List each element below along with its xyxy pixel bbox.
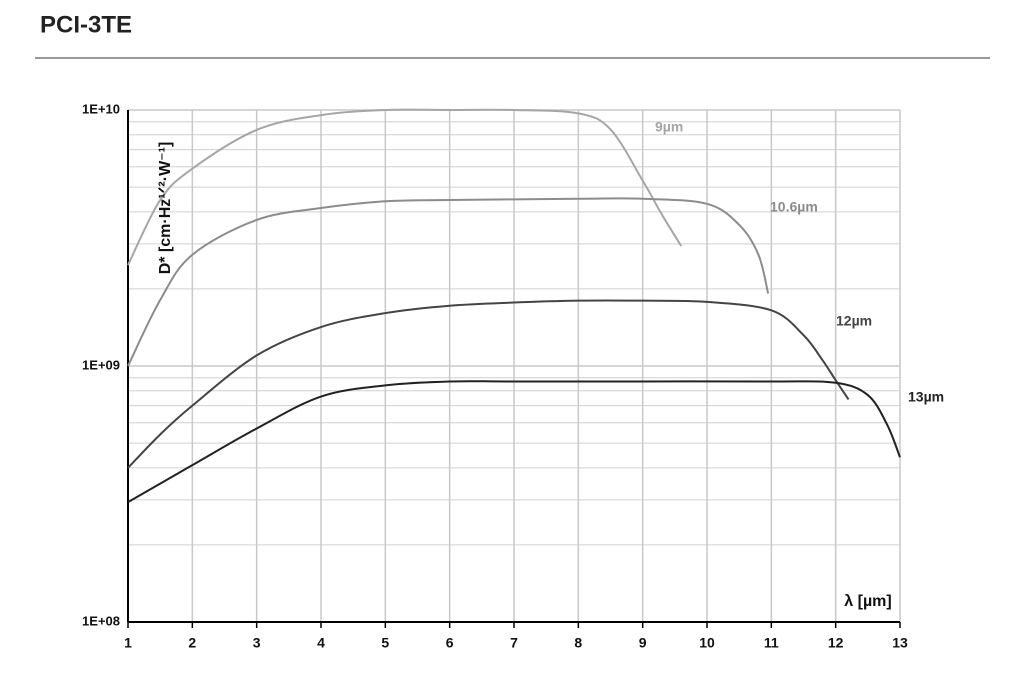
x-tick-label: 2 <box>188 635 196 651</box>
x-tick-label: 6 <box>446 635 454 651</box>
x-tick-label: 5 <box>381 635 389 651</box>
series-line <box>127 197 770 367</box>
series-label: 12µm <box>836 313 872 329</box>
y-axis-label: D* [cm·Hz¹ᐟ²·W⁻¹] <box>157 142 174 275</box>
x-tick-label: 12 <box>828 635 844 651</box>
x-tick-label: 9 <box>639 635 647 651</box>
x-tick-label: 11 <box>764 635 779 651</box>
series-label: 9µm <box>655 119 683 135</box>
y-tick-label: 1E+09 <box>82 357 120 372</box>
x-tick-label: 8 <box>574 635 582 651</box>
x-tick-label: 1 <box>124 635 132 651</box>
series-label: 13µm <box>908 389 944 405</box>
x-tick-label: 3 <box>253 635 261 651</box>
y-tick-label: 1E+10 <box>82 101 120 116</box>
x-tick-label: 4 <box>317 635 325 651</box>
x-tick-label: 7 <box>510 635 518 651</box>
x-axis-label: λ [µm] <box>844 593 891 610</box>
series-line <box>127 108 683 266</box>
x-tick-label: 13 <box>892 635 908 651</box>
x-tick-label: 10 <box>699 635 715 651</box>
series-line <box>127 299 850 469</box>
page-title: PCI-3TE <box>40 11 132 38</box>
y-tick-label: 1E+08 <box>82 613 120 628</box>
series-line <box>127 380 901 503</box>
plot: 9µm 10.6µm 12µm 13µm <box>127 108 944 503</box>
series-label: 10.6µm <box>770 199 818 215</box>
